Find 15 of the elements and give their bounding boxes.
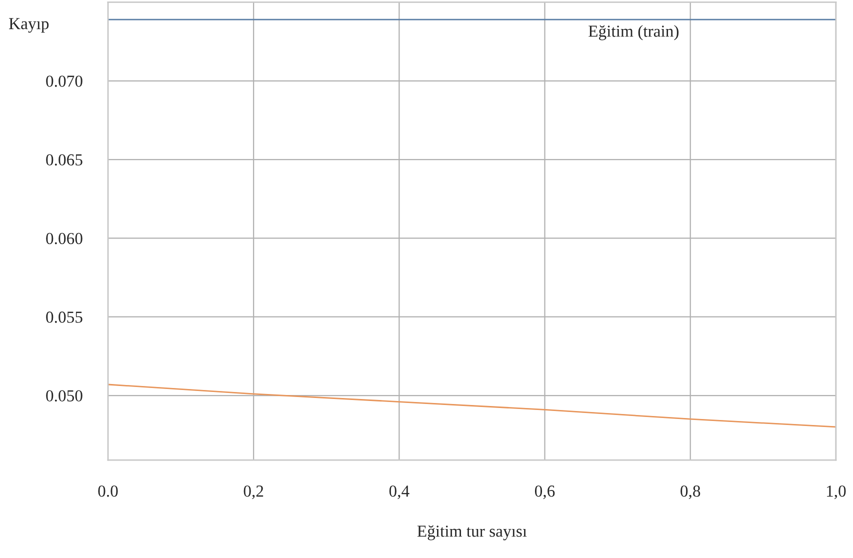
x-tick-label: 1,0 xyxy=(826,485,846,500)
x-tick-label: 0,6 xyxy=(534,485,555,500)
x-tick-label: 0.0 xyxy=(98,485,118,497)
y-tick-label: 0.055 xyxy=(46,312,82,323)
series-label: Eğitim (train) xyxy=(588,25,679,40)
x-axis-title: Eğitim tur sayısı xyxy=(417,525,527,540)
y-tick-label: 0.065 xyxy=(46,154,82,166)
y-tick-label: 0.070 xyxy=(46,76,82,87)
y-tick-label: 0.050 xyxy=(46,390,82,402)
x-tick-label: 0,8 xyxy=(680,485,700,500)
line-series xyxy=(108,384,836,428)
x-tick-label: 0,2 xyxy=(244,485,264,500)
y-tick-label: 0.060 xyxy=(46,232,82,244)
y-axis-title: Kayıp xyxy=(9,18,49,33)
x-tick-label: 0,4 xyxy=(389,485,410,500)
